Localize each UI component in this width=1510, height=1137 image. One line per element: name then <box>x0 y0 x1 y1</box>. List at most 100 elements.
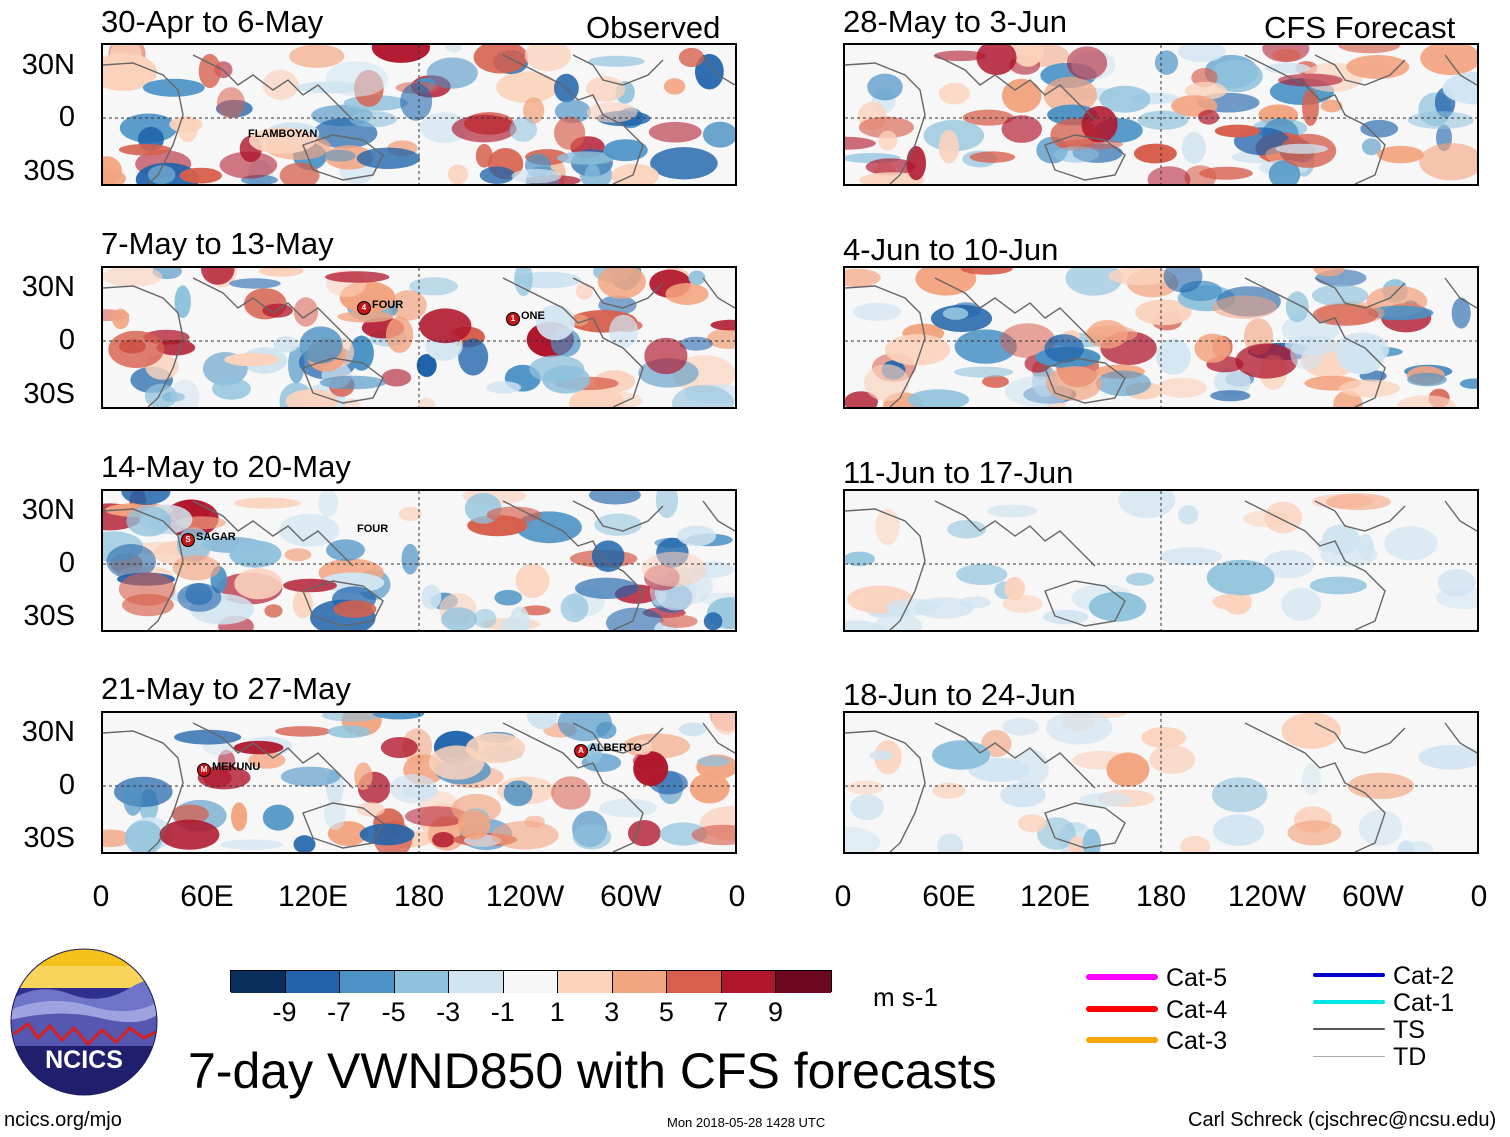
lon-tick-label: 60W <box>600 880 662 913</box>
wind-anomaly-field <box>103 491 735 630</box>
observed-label: Observed <box>586 10 721 45</box>
lat-label-30n: 30N <box>21 494 75 526</box>
lat-label-30n: 30N <box>21 271 75 303</box>
storm-marker-icon: 1 <box>506 312 520 326</box>
colorbar-swatch <box>558 971 613 993</box>
lon-tick-label: 120W <box>485 880 565 913</box>
legend-line <box>1313 1055 1385 1057</box>
panel-title-fc-4: 18-Jun to 24-Jun <box>843 677 1076 712</box>
lon-tick-label: 120E <box>277 880 349 913</box>
storm-marker-icon: M <box>197 763 211 777</box>
map-observed-2 <box>101 266 737 409</box>
ncics-logo: NCICS <box>10 948 158 1096</box>
legend-line <box>1313 1028 1385 1030</box>
legend-label: Cat-4 <box>1166 996 1228 1024</box>
colorbar-tick-label: 1 <box>549 997 565 1027</box>
panel-title-fc-1: 28-May to 3-Jun <box>843 4 1067 39</box>
lat-label-0: 0 <box>58 324 75 356</box>
colorbar-tick-label: -1 <box>490 997 515 1027</box>
panel-title-obs-4: 21-May to 27-May <box>101 671 351 706</box>
colorbar-swatch <box>612 971 668 993</box>
colorbar-swatch <box>394 971 450 993</box>
legend-line <box>1086 1006 1158 1012</box>
legend-line <box>1313 973 1385 977</box>
storm-label: 1 ONE <box>506 311 545 326</box>
storm-label: FOUR <box>357 523 389 535</box>
map-forecast-3 <box>843 489 1479 632</box>
colorbar-swatch <box>503 971 559 993</box>
wind-anomaly-field <box>103 45 735 184</box>
wind-anomaly-field <box>845 491 1477 630</box>
panel-title-obs-1: 30-Apr to 6-May <box>101 4 324 39</box>
storm-label: S SAGAR <box>181 532 236 547</box>
storm-marker-icon: A <box>574 744 588 758</box>
lat-label-0: 0 <box>58 547 75 579</box>
colorbar-units: m s-1 <box>873 982 938 1012</box>
wind-anomaly-field <box>103 713 735 852</box>
colorbar-tick-label: -7 <box>327 997 352 1027</box>
map-observed-1 <box>101 43 737 186</box>
legend-line <box>1086 974 1158 980</box>
lon-tick-label: 180 <box>393 880 445 913</box>
colorbar-swatch <box>667 971 722 993</box>
map-forecast-4 <box>843 711 1479 854</box>
lon-tick-label: 0 <box>728 880 746 913</box>
footer-url[interactable]: ncics.org/mjo <box>4 1109 122 1131</box>
storm-label: 4 FOUR <box>357 300 403 315</box>
map-observed-4 <box>101 711 737 854</box>
lon-tick-label: 180 <box>1135 880 1187 913</box>
legend-label: Cat-3 <box>1166 1027 1228 1055</box>
legend-line <box>1086 1037 1158 1043</box>
colorbar-tick-label: -5 <box>381 997 406 1027</box>
lon-tick-label: 120E <box>1019 880 1091 913</box>
storm-label: FLAMBOYAN <box>248 128 318 140</box>
storm-label: A ALBERTO <box>574 743 642 758</box>
lat-label-30n: 30N <box>21 716 75 748</box>
colorbar-swatch <box>776 971 831 993</box>
lon-tick-label: 0 <box>1470 880 1488 913</box>
wind-anomaly-field <box>845 713 1477 852</box>
footer-credit[interactable]: Carl Schreck (cjschrec@ncsu.edu) <box>1188 1109 1497 1131</box>
lon-tick-label: 120W <box>1227 880 1307 913</box>
lat-label-30s: 30S <box>23 600 75 632</box>
lon-tick-label: 60E <box>922 880 976 913</box>
lat-label-30n: 30N <box>21 49 75 81</box>
storm-marker-icon: S <box>181 533 195 547</box>
storm-marker-icon: 4 <box>357 301 371 315</box>
lat-label-30s: 30S <box>23 155 75 187</box>
legend-label: Cat-2 <box>1393 962 1455 990</box>
legend-label: TD <box>1393 1043 1427 1071</box>
storm-label: M MEKUNU <box>197 762 260 777</box>
colorbar-swatch <box>721 971 777 993</box>
map-observed-3 <box>101 489 737 632</box>
panel-title-obs-2: 7-May to 13-May <box>101 226 334 261</box>
lat-label-0: 0 <box>58 101 75 133</box>
footer-timestamp: Mon 2018-05-28 1428 UTC <box>667 1115 826 1130</box>
colorbar-swatch <box>340 971 395 993</box>
wind-anomaly-field <box>103 268 735 407</box>
panel-title-fc-3: 11-Jun to 17-Jun <box>843 455 1074 490</box>
colorbar-tick-label: 9 <box>767 997 783 1027</box>
colorbar-tick-label: -9 <box>272 997 297 1027</box>
lon-tick-label: 0 <box>834 880 852 913</box>
wind-anomaly-field <box>845 45 1477 184</box>
lat-label-30s: 30S <box>23 822 75 854</box>
colorbar-tick-label: -3 <box>436 997 461 1027</box>
colorbar-swatch <box>449 971 504 993</box>
colorbar-swatch <box>231 971 286 993</box>
colorbar-tick-label: 7 <box>713 997 729 1027</box>
lon-tick-label: 60E <box>180 880 234 913</box>
lon-tick-label: 60W <box>1342 880 1404 913</box>
legend-line <box>1313 1000 1385 1004</box>
colorbar-tick-label: 5 <box>658 997 674 1027</box>
legend-label: Cat-1 <box>1393 989 1455 1017</box>
legend-label: Cat-5 <box>1166 964 1228 992</box>
lat-label-30s: 30S <box>23 378 75 410</box>
lat-label-0: 0 <box>58 769 75 801</box>
wind-anomaly-field <box>845 268 1477 407</box>
panel-title-obs-3: 14-May to 20-May <box>101 449 351 484</box>
colorbar-tick-label: 3 <box>604 997 620 1027</box>
forecast-label: CFS Forecast <box>1264 10 1456 45</box>
colorbar-swatch <box>285 971 341 993</box>
panel-title-fc-2: 4-Jun to 10-Jun <box>843 232 1059 267</box>
